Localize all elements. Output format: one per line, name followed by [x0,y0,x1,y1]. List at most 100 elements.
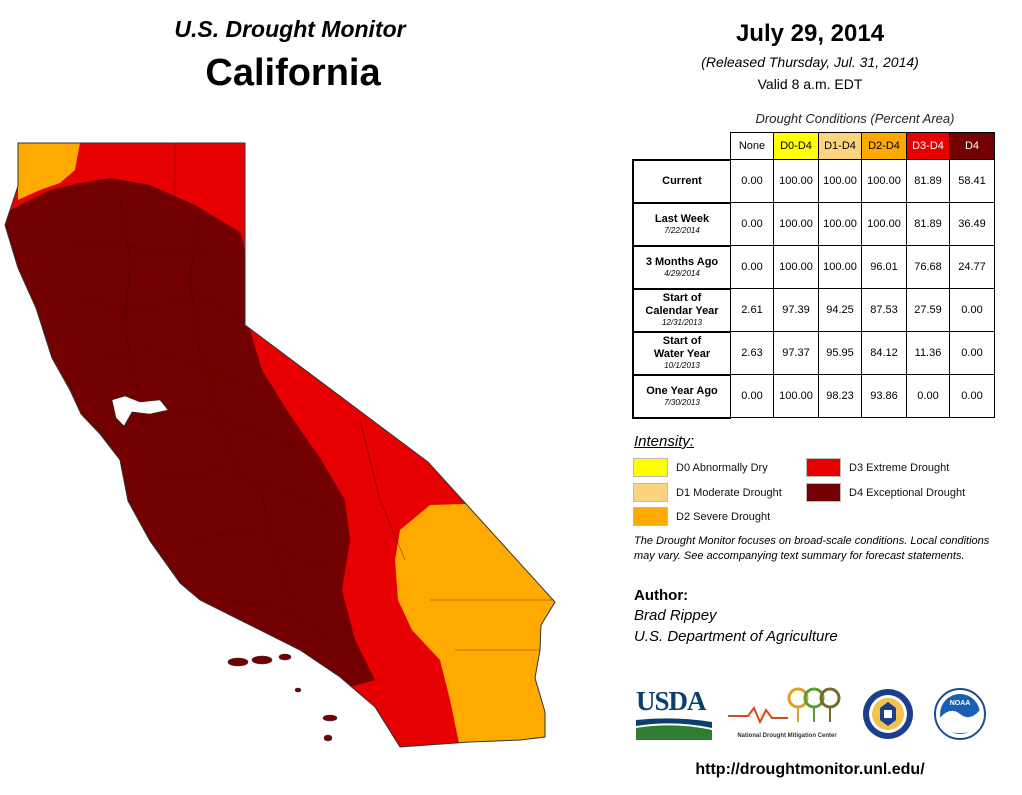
intensity-heading: Intensity: [634,433,695,450]
table-row-start-of-calendar-year: Start of Calendar Year 12/31/2013 2.61 97… [632,287,995,332]
col-header-none: None [730,132,774,160]
legend-swatch-d3 [806,458,841,477]
row-date: 7/30/2013 [664,397,700,407]
cell-d0-d4: 100.00 [773,202,819,246]
cell-d0-d4: 97.37 [773,331,819,375]
cell-d1-d4: 100.00 [818,159,862,203]
cell-d2-d4: 93.86 [861,374,907,418]
usda-hills-icon [636,718,712,740]
row-date: 10/1/2013 [664,361,700,370]
cell-d1-d4: 100.00 [818,245,862,289]
row-label: One Year Ago [646,384,718,397]
cell-d3-d4: 81.89 [906,159,950,203]
department-of-commerce-seal-icon [863,689,913,739]
legend-item-d0: D0 Abnormally Dry [633,458,768,477]
row-label: Current [662,174,702,187]
drought-conditions-table: None D0-D4 D1-D4 D2-D4 D3-D4 D4 Current … [632,132,995,419]
cell-none: 0.00 [730,159,774,203]
cell-d1-d4: 95.95 [818,331,862,375]
legend-item-d4: D4 Exceptional Drought [806,483,965,502]
cell-d3-d4: 76.68 [906,245,950,289]
legend-label: D3 Extreme Drought [849,461,950,474]
legend-label: D4 Exceptional Drought [849,486,966,499]
col-header-d1-d4: D1-D4 [818,132,862,160]
table-header-row: None D0-D4 D1-D4 D2-D4 D3-D4 D4 [633,132,995,160]
row-date: 12/31/2013 [661,318,703,327]
intensity-note: The Drought Monitor focuses on broad-sca… [634,535,990,562]
col-header-d4: D4 [949,132,995,160]
california-drought-map [4,142,556,748]
cell-d4: 0.00 [949,288,995,332]
legend-label: D2 Severe Drought [676,510,771,523]
legend-item-d3: D3 Extreme Drought [806,458,949,477]
cell-none: 0.00 [730,374,774,418]
channel-islands [227,653,338,742]
cell-d4: 0.00 [949,374,995,418]
col-header-d2-d4: D2-D4 [861,132,907,160]
cell-d1-d4: 94.25 [818,288,862,332]
row-label: Start of Water Year [653,335,711,360]
legend-item-d2: D2 Severe Drought [633,507,770,526]
cell-d0-d4: 100.00 [773,159,819,203]
legend-swatch-d2 [633,507,668,526]
cell-d3-d4: 81.89 [906,202,950,246]
cell-d2-d4: 100.00 [861,202,907,246]
cell-none: 0.00 [730,245,774,289]
row-date: 7/22/2014 [664,225,700,235]
cell-none: 2.61 [730,288,774,332]
table-row-one-year-ago: One Year Ago 7/30/2013 0.00 100.00 98.23 … [632,373,995,419]
cell-d4: 58.41 [949,159,995,203]
cell-d2-d4: 100.00 [861,159,907,203]
col-header-d3-d4: D3-D4 [906,132,950,160]
site-url-link[interactable]: http://droughtmonitor.unl.edu/ [695,761,925,778]
state-title: California [205,52,381,94]
cell-d3-d4: 11.36 [906,331,950,375]
release-date: (Released Thursday, Jul. 31, 2014) [701,54,919,70]
cell-d4: 36.49 [949,202,995,246]
row-label: Start of Calendar Year [645,292,719,317]
cell-d3-d4: 27.59 [906,288,950,332]
cell-d1-d4: 100.00 [818,202,862,246]
table-row-start-of-water-year: Start of Water Year 10/1/2013 2.63 97.37 … [632,330,995,375]
author-name: Brad Rippey [634,607,717,624]
sf-bay [111,395,169,427]
map-fill-d4 [5,178,375,690]
noaa-label: NOAA [950,700,971,707]
cell-d0-d4: 100.00 [773,374,819,418]
table-row-3-months-ago: 3 Months Ago 4/29/2014 0.00 100.00 100.00… [632,244,995,289]
table-row-current: Current 0.00 100.00 100.00 100.00 81.89 … [632,158,995,203]
usda-logo-text: USDA [636,686,707,716]
cell-d4: 0.00 [949,331,995,375]
cell-d2-d4: 87.53 [861,288,907,332]
col-header-d0-d4: D0-D4 [773,132,819,160]
valid-time: Valid 8 a.m. EDT [757,76,863,92]
row-date: 4/29/2014 [664,268,700,278]
cell-d1-d4: 98.23 [818,374,862,418]
legend-label: D0 Abnormally Dry [676,461,768,474]
author-org: U.S. Department of Agriculture [634,628,838,645]
monitor-title: U.S. Drought Monitor [174,16,406,42]
map-fill-d2-north [18,143,80,200]
cell-d2-d4: 96.01 [861,245,907,289]
cell-d4: 24.77 [949,245,995,289]
noaa-logo-icon: NOAA [934,688,986,740]
legend-item-d1: D1 Moderate Drought [633,483,782,502]
cell-d3-d4: 0.00 [906,374,950,418]
ndmc-logo: National Drought Mitigation Center [728,684,846,744]
table-row-last-week: Last Week 7/22/2014 0.00 100.00 100.00 10… [632,201,995,246]
cell-d0-d4: 97.39 [773,288,819,332]
cell-d2-d4: 84.12 [861,331,907,375]
legend-swatch-d4 [806,483,841,502]
table-caption: Drought Conditions (Percent Area) [755,111,955,126]
ndmc-label: National Drought Mitigation Center [737,733,837,739]
legend-swatch-d0 [633,458,668,477]
cell-none: 2.63 [730,331,774,375]
legend-swatch-d1 [633,483,668,502]
author-heading: Author: [634,587,689,604]
cell-none: 0.00 [730,202,774,246]
row-label: 3 Months Ago [645,255,719,268]
row-label: Last Week [654,212,710,225]
cell-d0-d4: 100.00 [773,245,819,289]
ndmc-trees-icon [728,687,841,725]
usda-logo: USDA [636,686,712,742]
